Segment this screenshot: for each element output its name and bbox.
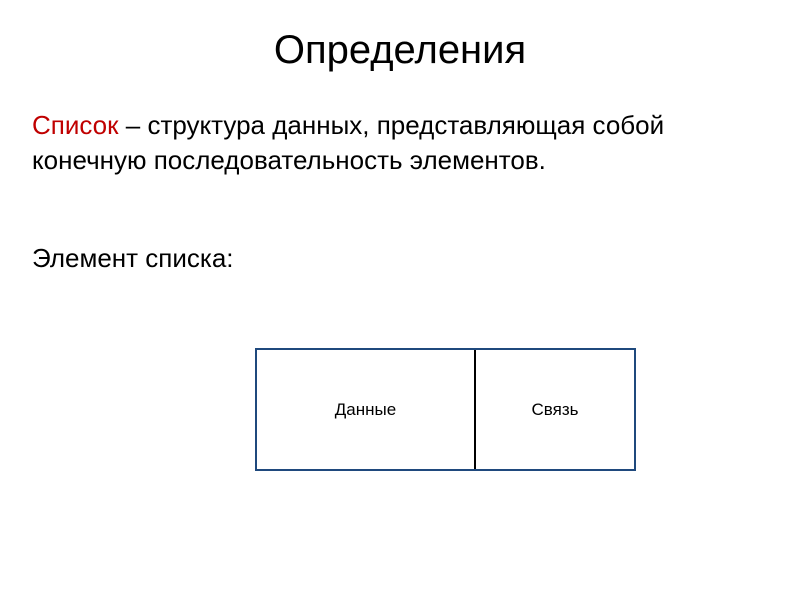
- definition-separator: –: [119, 110, 148, 140]
- definition-term: Список: [32, 110, 119, 140]
- diagram-cell-data: Данные: [257, 350, 476, 469]
- element-label: Элемент списка:: [32, 243, 760, 274]
- diagram-cell-link: Связь: [476, 350, 634, 469]
- list-element-diagram: Данные Связь: [255, 348, 636, 471]
- slide-title: Определения: [0, 0, 800, 108]
- definition-text-1: структура данных, представляющая: [147, 110, 585, 140]
- slide-body: Список – структура данных, представляюща…: [0, 108, 800, 274]
- definition-paragraph: Список – структура данных, представляюща…: [32, 108, 760, 178]
